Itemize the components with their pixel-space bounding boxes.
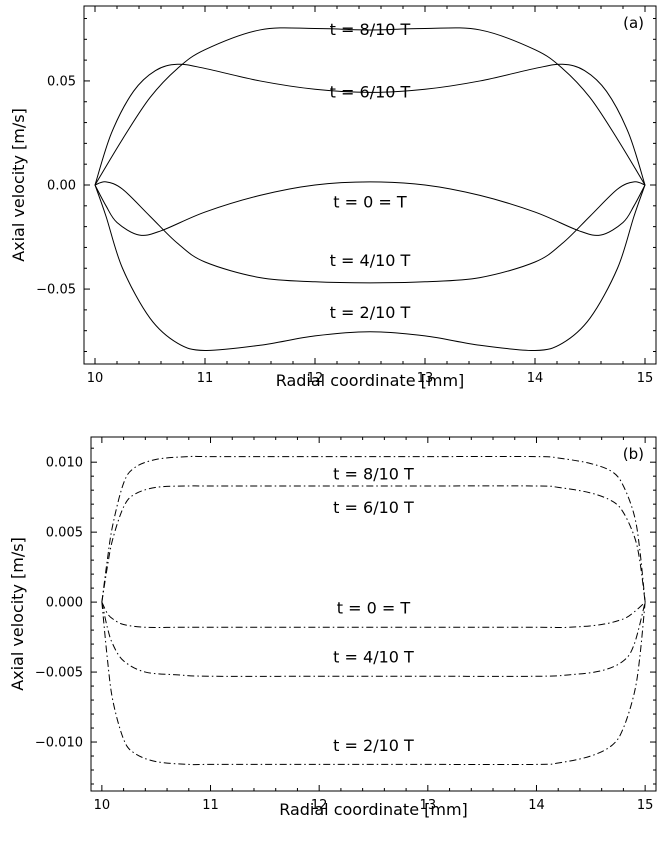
x-tick-label: 13 xyxy=(420,798,437,813)
x-tick-label: 14 xyxy=(528,798,545,813)
series-line xyxy=(94,181,646,284)
series-label: t = 8/10 T xyxy=(333,464,414,483)
series-label: t = 6/10 T xyxy=(333,498,414,517)
x-tick-label: 14 xyxy=(527,371,544,386)
series-line xyxy=(101,485,646,603)
x-tick-label: 12 xyxy=(311,798,328,813)
x-tick-label: 15 xyxy=(637,371,654,386)
x-tick-label: 13 xyxy=(417,371,434,386)
x-tick-label: 15 xyxy=(637,798,654,813)
series-line xyxy=(101,602,646,766)
x-tick-label: 10 xyxy=(94,798,111,813)
series-label: t = 2/10 T xyxy=(333,736,414,755)
series-label: t = 4/10 T xyxy=(333,648,414,667)
x-tick-label: 10 xyxy=(87,371,104,386)
panel-tag: (a) xyxy=(623,14,644,32)
x-axis-title: Radial coordinate [mm] xyxy=(279,800,468,819)
panel-tag: (b) xyxy=(623,445,644,463)
chart-panel-b: 10 11 12 13 14 15 −0.010 −0.005 0.000 0.005 0.010 R… xyxy=(8,436,657,819)
series-label: t = 0 = T xyxy=(337,599,411,618)
series-line xyxy=(94,27,646,186)
series-label: t = 8/10 T xyxy=(330,20,411,39)
series-line xyxy=(101,455,646,603)
y-axis-title: Axial velocity [m/s] xyxy=(9,108,28,262)
plot-frame xyxy=(90,436,657,792)
series-line xyxy=(94,181,646,236)
y-tick-label: 0.005 xyxy=(46,526,83,541)
x-tick-label: 11 xyxy=(197,371,214,386)
series-label: t = 4/10 T xyxy=(330,251,411,270)
x-tick-label: 11 xyxy=(202,798,219,813)
y-tick-label: 0.000 xyxy=(46,596,83,611)
series-label: t = 6/10 T xyxy=(330,82,411,101)
y-tick-label: 0.010 xyxy=(46,456,83,471)
y-tick-label: −0.05 xyxy=(36,283,76,298)
series-label: t = 2/10 T xyxy=(330,303,411,322)
x-axis-title: Radial coordinate [mm] xyxy=(276,371,465,390)
y-tick-label: 0.00 xyxy=(47,179,76,194)
x-tick-label: 12 xyxy=(307,371,324,386)
series-line xyxy=(101,601,646,677)
y-tick-label: −0.005 xyxy=(35,666,83,681)
series-line xyxy=(101,601,646,628)
series-label: t = 0 = T xyxy=(333,193,407,212)
y-tick-label: −0.010 xyxy=(35,736,83,751)
series-line xyxy=(94,184,646,351)
y-tick-label: 0.05 xyxy=(47,74,76,89)
series-line xyxy=(94,63,646,186)
chart-panel-a: 10 11 12 13 14 15 −0.05 0.00 0.05 Radial coordina… xyxy=(9,5,657,390)
y-axis-title: Axial velocity [m/s] xyxy=(8,537,27,691)
